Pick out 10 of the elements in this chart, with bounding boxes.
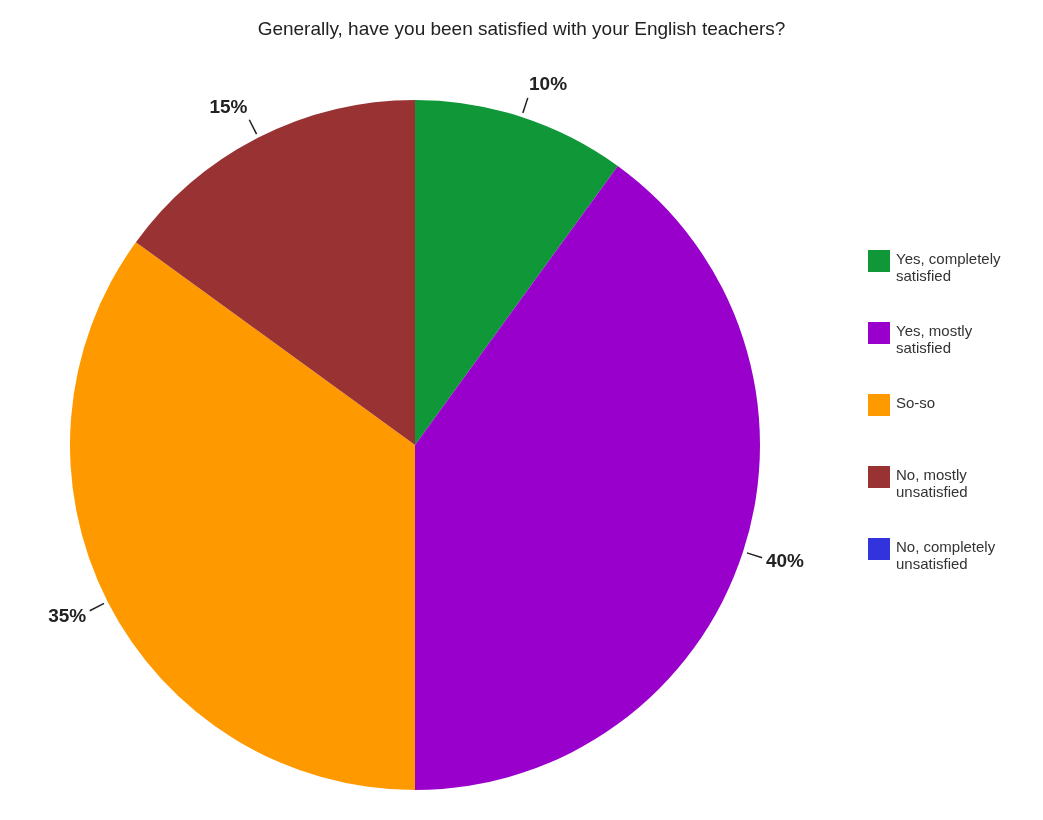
data-label: 15% [209, 95, 248, 117]
data-label: 35% [48, 605, 87, 627]
legend-label: No, mostly unsatisfied [896, 466, 969, 500]
legend-label: Yes, completely satisfied [896, 250, 1002, 284]
data-label: 40% [765, 550, 805, 572]
legend-label: Yes, mostly satisfied [896, 322, 974, 356]
chart-title: Generally, have you been satisfied with your English teachers? [256, 18, 787, 40]
data-label: 10% [529, 72, 568, 94]
legend-label: No, completely unsatisfied [896, 538, 997, 572]
legend-label: So-so [896, 394, 937, 411]
